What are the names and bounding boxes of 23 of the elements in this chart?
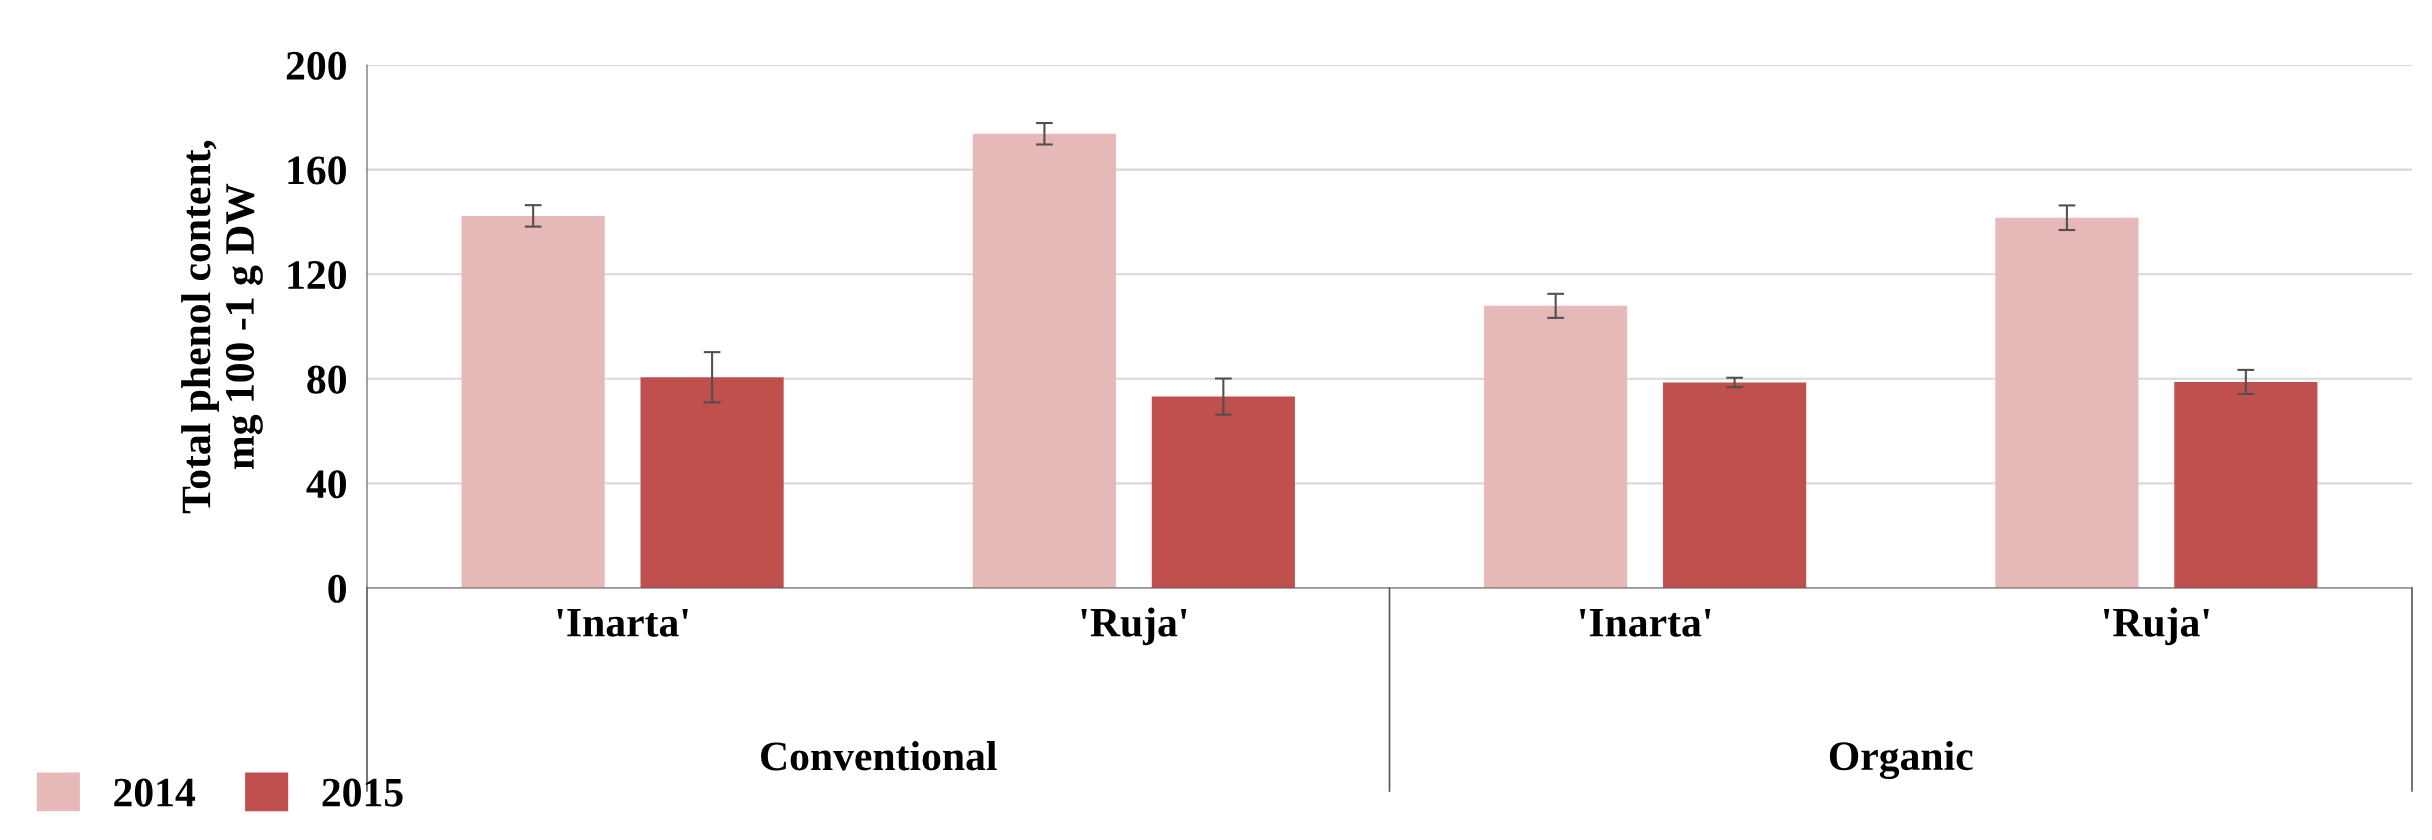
y-tick-label: 80 — [307, 365, 346, 394]
legend-label: 2015 — [322, 778, 403, 807]
y-tick-label: 200 — [286, 51, 346, 80]
x-tick-label: 'Ruja' — [2103, 607, 2209, 646]
bar — [972, 133, 1116, 588]
x-tick-label: 'Ruja' — [1081, 607, 1187, 646]
bar — [1663, 382, 1807, 588]
bar — [1484, 305, 1628, 588]
x-tick-label: 'Inarta' — [1580, 609, 1711, 637]
legend-label: 2014 — [114, 778, 196, 807]
x-tick-label: 'Inarta' — [557, 609, 688, 637]
bar — [2174, 381, 2318, 588]
y-tick-label: 120 — [288, 260, 346, 290]
text: Organic — [1829, 740, 1973, 780]
bar — [1995, 217, 2139, 588]
y-tick-label: 0 — [328, 574, 346, 603]
y-axis-title: Total phenol content, mg 100 -1 g DW — [181, 140, 263, 514]
bar — [1151, 396, 1295, 588]
bar — [640, 377, 784, 588]
text: Conventional — [761, 741, 997, 771]
y-tick-label: 40 — [306, 470, 346, 499]
bar — [461, 215, 605, 588]
y-tick-label: 160 — [288, 156, 346, 185]
